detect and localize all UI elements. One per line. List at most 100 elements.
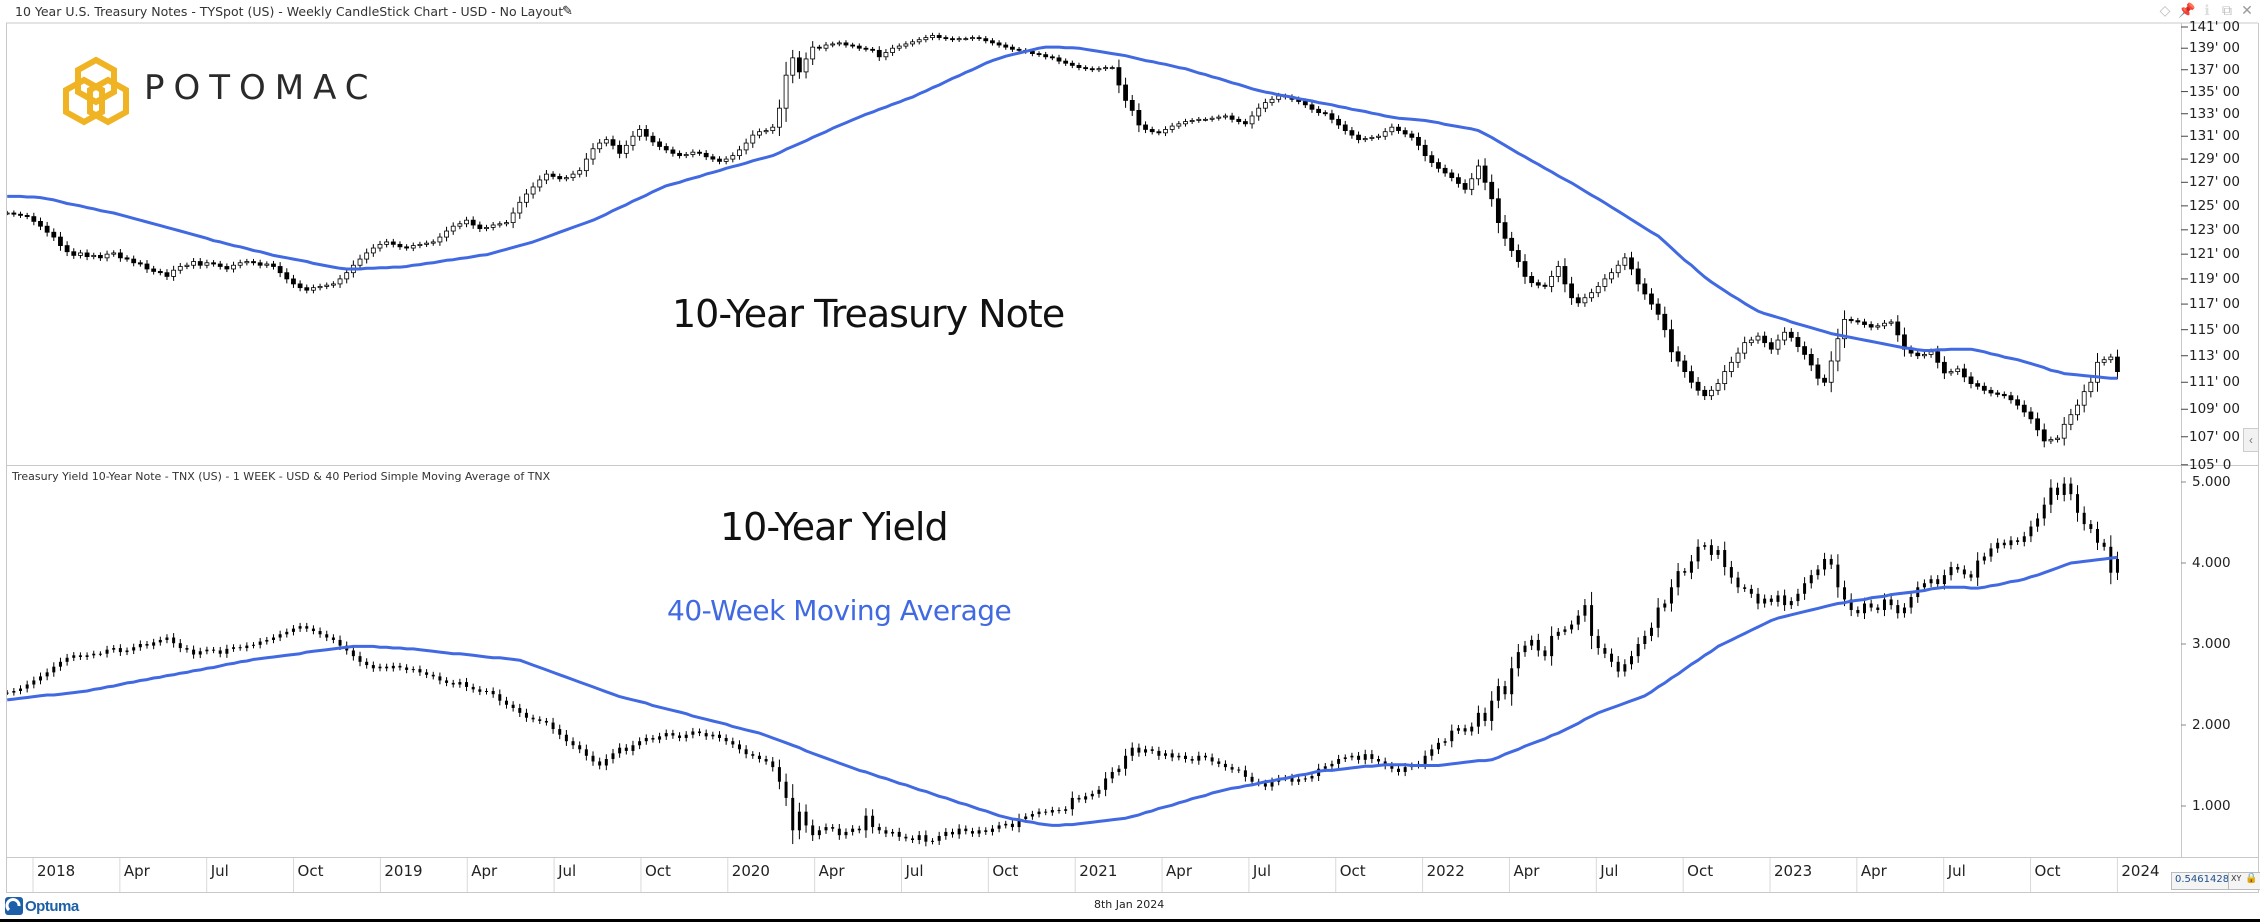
candle xyxy=(1896,599,1900,619)
candle-body-down xyxy=(1535,282,1541,286)
candle xyxy=(177,262,183,274)
candle xyxy=(2061,417,2067,446)
candle xyxy=(1090,790,1094,800)
candle-body-down xyxy=(811,825,815,836)
candle-body-down xyxy=(404,246,410,249)
candle-body-up xyxy=(570,173,576,179)
candle-body-down xyxy=(771,761,775,768)
candle xyxy=(1230,763,1234,773)
candle xyxy=(424,240,429,247)
candle-body-up xyxy=(205,649,209,652)
potomac-logo-icon xyxy=(63,56,129,126)
yield-plot[interactable] xyxy=(6,477,2119,847)
candle-body-up xyxy=(1689,561,1693,573)
xy-readout[interactable]: 0.5461428 XY 🔒 xyxy=(2171,872,2260,890)
candle xyxy=(1336,115,1341,129)
candle-body-up xyxy=(1163,129,1168,134)
candle xyxy=(231,261,236,273)
candle xyxy=(897,827,901,841)
annotation-treasury-note[interactable]: 10-Year Treasury Note xyxy=(672,292,1065,336)
candle xyxy=(824,823,828,834)
candle xyxy=(690,149,696,158)
candle xyxy=(1402,127,1408,138)
pin-icon[interactable]: 📌 xyxy=(2178,2,2196,18)
candle xyxy=(2075,399,2080,421)
candle-body-up xyxy=(2062,483,2066,495)
potomac-logo-text: POTOMAC xyxy=(144,68,378,108)
candle-body-up xyxy=(637,129,643,137)
candle-body-up xyxy=(344,272,350,280)
candle-body-down xyxy=(2102,542,2106,547)
candle xyxy=(1962,565,1966,579)
candle-body-down xyxy=(2069,483,2073,495)
candle-body-up xyxy=(803,58,809,73)
candle xyxy=(1895,315,1901,342)
candle-body-up xyxy=(231,264,236,270)
candle-body-up xyxy=(370,247,376,254)
candle-body-down xyxy=(1089,68,1095,71)
candle xyxy=(1117,765,1121,776)
candle xyxy=(2021,400,2027,417)
candle xyxy=(1629,251,1634,276)
candle-body-up xyxy=(944,831,948,836)
moving-average-line[interactable] xyxy=(7,45,2118,380)
close-icon[interactable]: ✕ xyxy=(2241,2,2253,18)
candle-body-up xyxy=(1643,635,1647,644)
candle xyxy=(717,731,721,742)
yield-moving-average-line[interactable] xyxy=(7,555,2118,827)
x-tick-label: Oct xyxy=(992,862,1019,880)
candle xyxy=(2055,435,2060,443)
candle-body-down xyxy=(1210,757,1214,762)
candle-body-up xyxy=(1490,700,1494,721)
candle-body-up xyxy=(604,759,608,766)
candle xyxy=(58,657,62,671)
candle xyxy=(963,36,969,41)
candle xyxy=(2016,537,2020,545)
candle xyxy=(590,143,596,165)
candle xyxy=(1064,806,1068,814)
candle-body-down xyxy=(757,755,761,760)
edit-pencil-icon[interactable]: ✎ xyxy=(562,3,573,18)
candle-body-up xyxy=(1403,767,1407,772)
candle-body-up xyxy=(1050,810,1054,813)
candle-body-down xyxy=(651,737,655,740)
candle-body-down xyxy=(531,717,535,720)
diamond-icon[interactable]: ◇ xyxy=(2159,2,2171,18)
lock-icon[interactable]: 🔒 xyxy=(2245,873,2258,884)
candle-body-up xyxy=(32,680,36,685)
candle-body-up xyxy=(1929,579,1933,584)
candle xyxy=(917,831,921,845)
collapse-axis-button[interactable]: ‹ xyxy=(2243,428,2259,452)
candle-body-up xyxy=(1343,757,1347,760)
annotation-yield[interactable]: 10-Year Yield xyxy=(720,505,949,549)
candle-body-up xyxy=(2075,404,2080,416)
candle xyxy=(1144,745,1148,757)
candle-body-down xyxy=(1876,607,1880,610)
x-tick-label: Apr xyxy=(818,862,845,880)
candle-body-up xyxy=(1024,816,1028,819)
y-tick-label: 105' 0 xyxy=(2189,456,2232,473)
treasury-note-plot[interactable] xyxy=(5,32,2120,448)
candle xyxy=(518,703,522,717)
candle xyxy=(1616,655,1620,678)
annotation-moving-average[interactable]: 40-Week Moving Average xyxy=(667,594,1012,627)
candle xyxy=(1543,646,1547,661)
candle xyxy=(265,636,269,645)
candle-body-down xyxy=(2095,528,2099,543)
candle-body-up xyxy=(1748,339,1754,344)
candle-body-down xyxy=(1049,56,1055,59)
candle-body-down xyxy=(1849,599,1853,610)
candle-body-up xyxy=(1948,371,1954,374)
candle xyxy=(1430,744,1434,761)
candle-body-down xyxy=(164,272,170,277)
candle xyxy=(836,40,842,47)
candle-body-up xyxy=(1708,389,1714,397)
candle-body-up xyxy=(530,186,536,195)
candle xyxy=(1675,346,1681,367)
candle xyxy=(896,43,902,51)
info-icon[interactable]: ℹ xyxy=(2204,2,2210,18)
candle xyxy=(271,260,276,270)
restore-window-icon[interactable]: ⧉ xyxy=(2222,2,2232,18)
candle xyxy=(1590,591,1594,650)
